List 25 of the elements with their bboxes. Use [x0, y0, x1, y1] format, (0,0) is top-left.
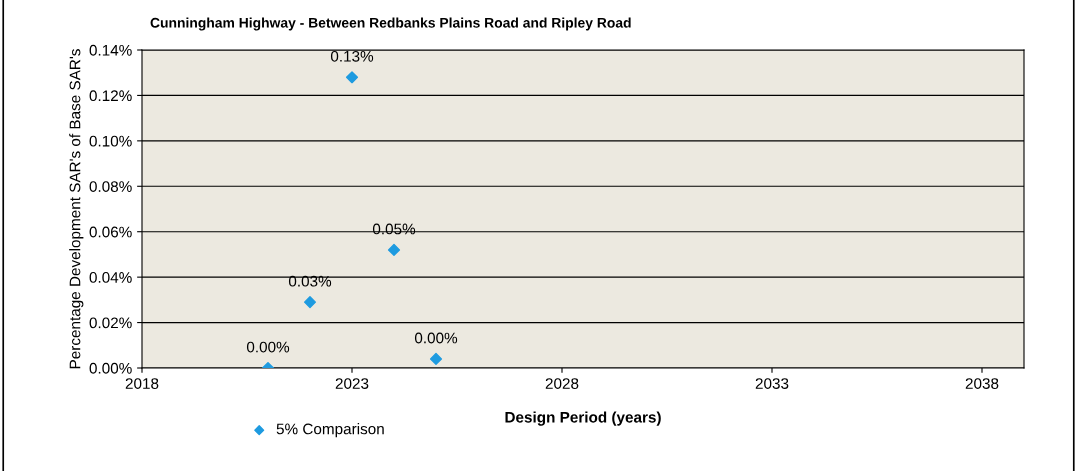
y-tick-label: 0.14% [89, 44, 132, 56]
data-label: 0.00% [246, 341, 290, 353]
x-tick-label: 2038 [965, 378, 999, 389]
y-tick-label: 0.04% [89, 272, 132, 283]
point [429, 352, 443, 365]
y-tick-label: 0.06% [89, 226, 132, 238]
legend-label: 5% Comparison [276, 423, 384, 438]
point [387, 243, 401, 256]
x-tick-label: 2018 [125, 378, 159, 389]
y-tick-label: 0.02% [89, 317, 132, 329]
point [345, 71, 359, 84]
y-tick-label: 0.12% [89, 90, 132, 102]
y-tick-label: 0.10% [89, 135, 132, 147]
point [303, 296, 317, 309]
y-tick-label: 0.00% [89, 362, 132, 374]
data-label: 0.13% [330, 50, 374, 62]
y-axis-title: Percentage Development SAR's of Base SAR's [69, 49, 84, 369]
data-label: 0.03% [288, 275, 332, 287]
x-tick-label: 2028 [545, 378, 579, 389]
x-tick-label: 2033 [755, 378, 789, 389]
x-tick-label: 2023 [335, 378, 369, 389]
data-label: 0.00% [414, 332, 458, 344]
chart-title: Cunningham Highway - Between Redbanks Plains Road and Ripley Road [150, 17, 631, 31]
y-tick-label: 0.08% [89, 181, 132, 192]
x-axis-title: Design Period (years) [505, 411, 661, 426]
